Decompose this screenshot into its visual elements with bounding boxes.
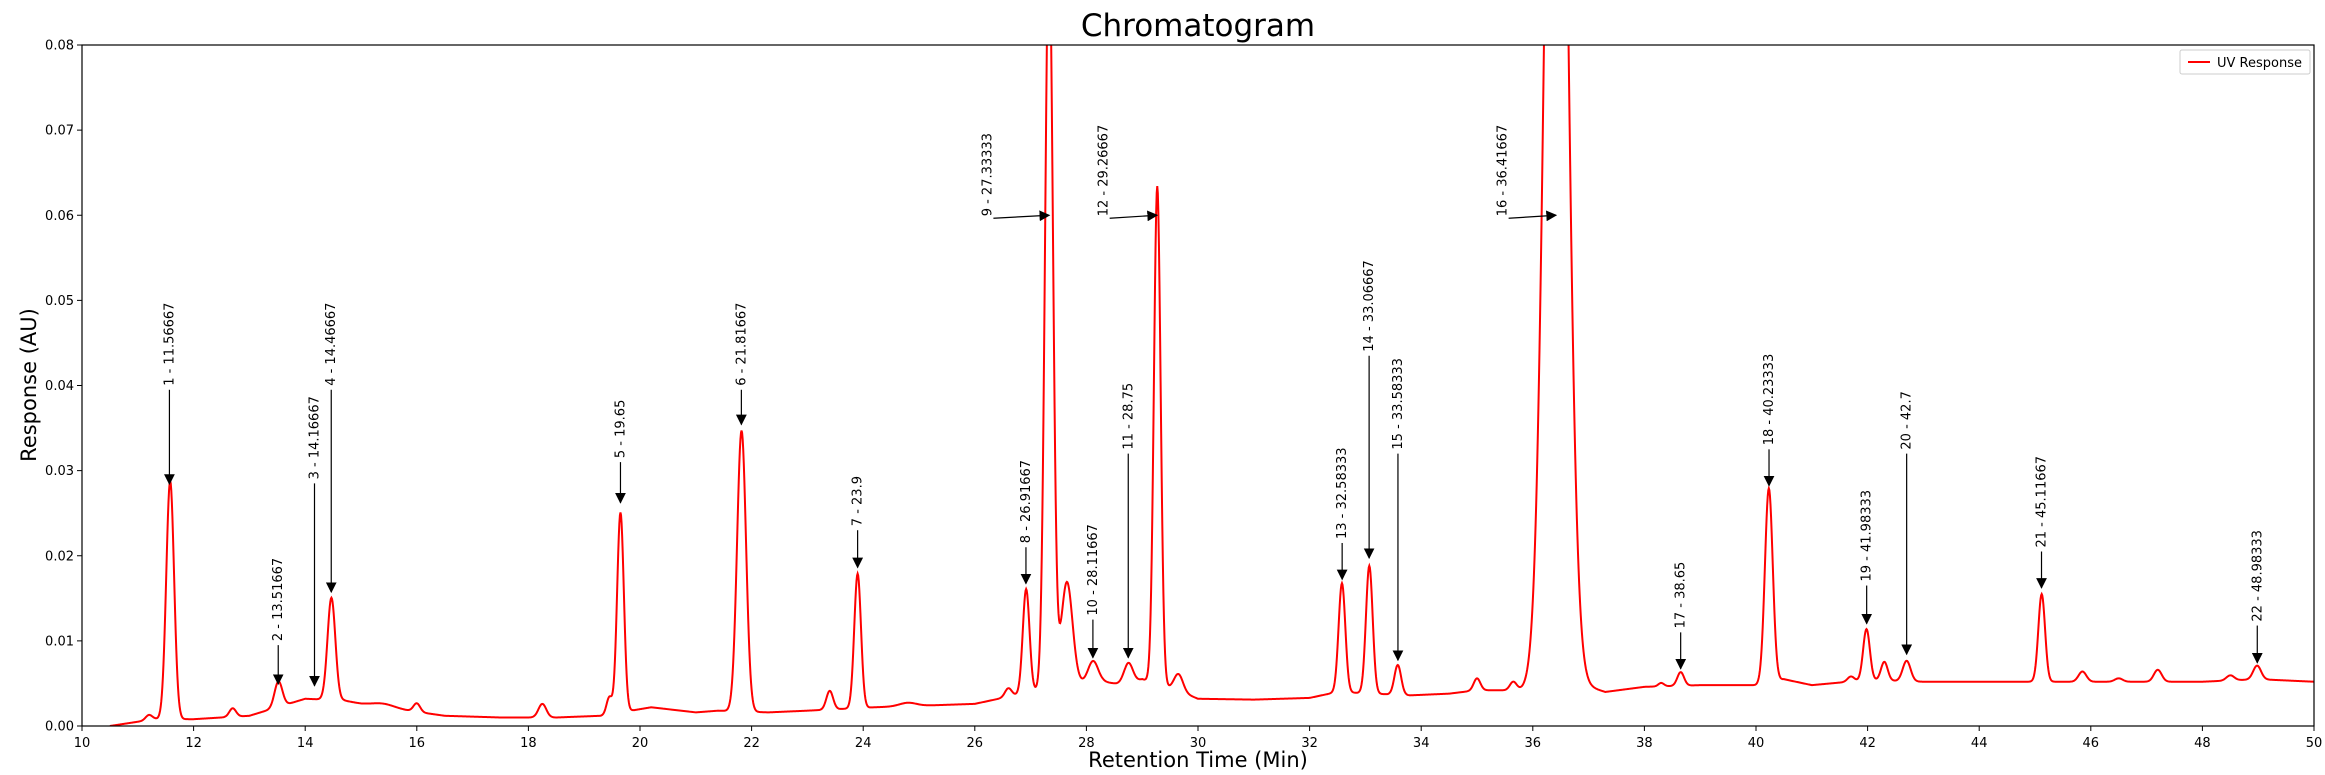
peak-label: 22 - 48.98333	[2250, 530, 2265, 622]
x-tick-label: 34	[1413, 736, 1430, 751]
y-tick-label: 0.05	[45, 294, 74, 309]
peak-label: 3 - 14.16667	[308, 396, 323, 479]
x-tick-label: 42	[1859, 736, 1876, 751]
peak-label: 4 - 14.46667	[324, 303, 339, 386]
y-tick-label: 0.07	[45, 124, 74, 139]
x-tick-label: 24	[855, 736, 872, 751]
x-tick-label: 46	[2083, 736, 2100, 751]
x-tick-label: 40	[1748, 736, 1765, 751]
peak-label: 6 - 21.81667	[734, 303, 749, 386]
peak-label: 12 - 29.26667	[1097, 125, 1112, 217]
x-tick-label: 48	[2194, 736, 2211, 751]
x-tick-label: 28	[1078, 736, 1095, 751]
x-tick-label: 26	[967, 736, 984, 751]
peak-label: 16 - 36.41667	[1496, 125, 1511, 217]
peak-arrow	[993, 210, 1051, 222]
uv-response-line	[109, 45, 2314, 726]
peak-label: 7 - 23.9	[851, 476, 866, 526]
peak-label: 17 - 38.65	[1674, 562, 1689, 629]
peak-label: 21 - 45.11667	[2035, 456, 2050, 548]
x-tick-label: 10	[74, 736, 91, 751]
x-tick-label: 32	[1301, 736, 1318, 751]
y-tick-label: 0.06	[45, 209, 74, 224]
peak-label: 10 - 28.11667	[1086, 524, 1101, 616]
peak-label: 5 - 19.65	[614, 400, 629, 458]
peak-label: 11 - 28.75	[1121, 383, 1136, 450]
y-tick-label: 0.01	[45, 634, 74, 649]
x-tick-label: 16	[409, 736, 426, 751]
y-axis-label: Response (AU)	[17, 308, 41, 462]
plot-frame	[81, 44, 2315, 727]
legend: UV Response	[2179, 49, 2311, 75]
x-tick-label: 36	[1525, 736, 1542, 751]
x-axis-label: Retention Time (Min)	[1088, 748, 1308, 772]
peak-label: 2 - 13.51667	[271, 558, 286, 641]
x-tick-label: 12	[185, 736, 202, 751]
y-tick-label: 0.03	[45, 464, 74, 479]
peak-label: 19 - 41.98333	[1860, 490, 1875, 582]
x-tick-label: 18	[520, 736, 537, 751]
x-tick-label: 20	[632, 736, 649, 751]
x-tick-label: 38	[1636, 736, 1653, 751]
y-tick-label: 0.02	[45, 549, 74, 564]
y-tick-label: 0.00	[45, 720, 74, 735]
peak-arrow	[1109, 210, 1159, 222]
x-tick-label: 22	[743, 736, 760, 751]
peak-label: 13 - 32.58333	[1335, 447, 1350, 539]
peak-label: 9 - 27.33333	[980, 133, 995, 216]
peak-label: 20 - 42.7	[1900, 391, 1915, 449]
peak-label: 8 - 26.91667	[1019, 460, 1034, 543]
x-tick-label: 50	[2306, 736, 2323, 751]
peak-label: 18 - 40.23333	[1762, 354, 1777, 446]
peak-label: 15 - 33.58333	[1391, 358, 1406, 450]
y-tick-label: 0.04	[45, 379, 74, 394]
x-tick-label: 30	[1190, 736, 1207, 751]
chart-title: Chromatogram	[1081, 8, 1315, 44]
peak-label: 1 - 11.56667	[162, 303, 177, 386]
y-tick-label: 0.08	[45, 39, 74, 54]
peak-label: 14 - 33.06667	[1362, 260, 1377, 352]
x-tick-label: 14	[297, 736, 314, 751]
x-tick-label: 44	[1971, 736, 1988, 751]
legend-label: UV Response	[2217, 56, 2302, 71]
peak-arrow	[1508, 210, 1558, 222]
